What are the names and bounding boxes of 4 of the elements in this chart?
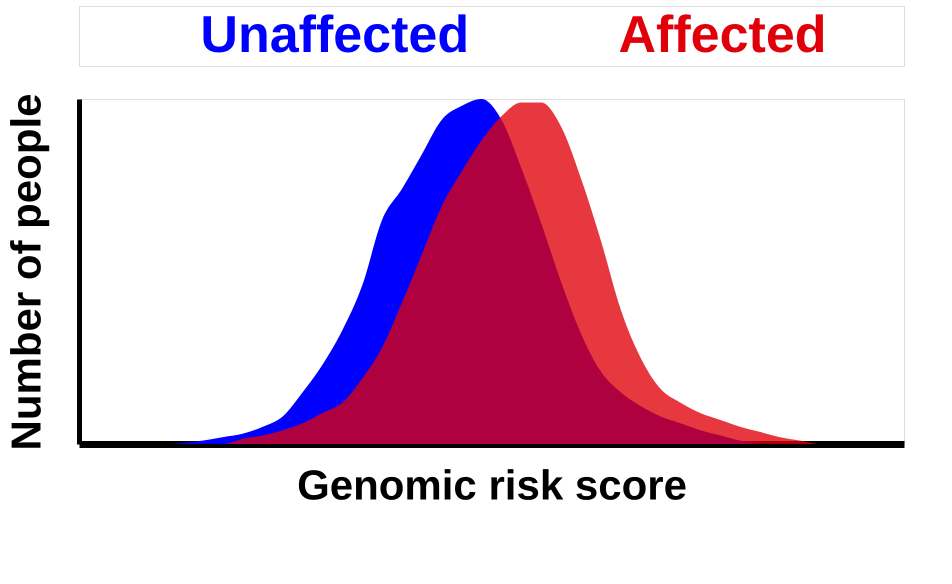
x-axis-title: Genomic risk score [297,462,687,508]
series-label: Unaffected [200,6,470,64]
y-axis-title: Number of people [2,93,50,451]
series-label: Affected [618,6,827,64]
